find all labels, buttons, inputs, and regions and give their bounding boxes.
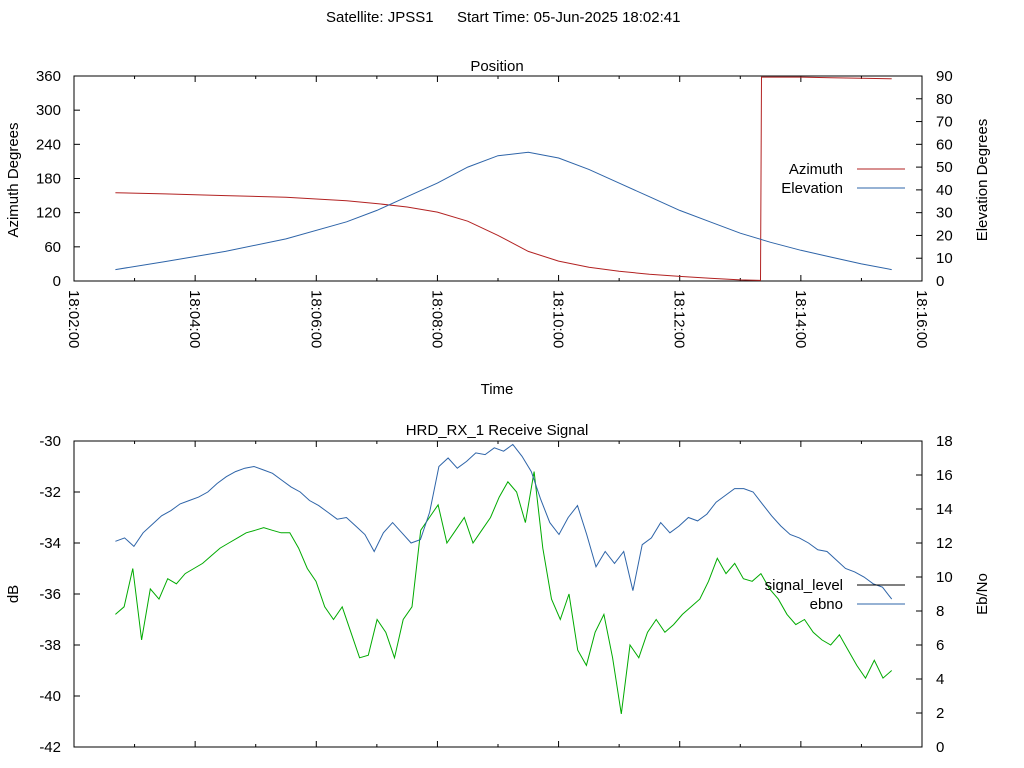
position-y2-tick-label: 30 bbox=[936, 205, 953, 222]
position-y2-tick-label: 10 bbox=[936, 250, 953, 267]
signal-y2-axis: 0 2 4 6 8 10 12 14 16 18 bbox=[916, 433, 953, 756]
signal-title: HRD_RX_1 Receive Signal bbox=[406, 422, 589, 439]
satellite-label: Satellite: JPSS1 bbox=[326, 9, 434, 26]
position-y2-tick-label: 80 bbox=[936, 91, 953, 108]
position-x-tick-label: 18:04:00 bbox=[186, 290, 203, 348]
position-xlabel: Time bbox=[481, 381, 514, 398]
position-x-tick-label: 18:08:00 bbox=[428, 290, 445, 348]
legend-signal-level-label: signal_level bbox=[765, 577, 843, 594]
position-ylabel: Azimuth Degrees bbox=[5, 122, 22, 237]
start-time-label: Start Time: 05-Jun-2025 18:02:41 bbox=[457, 9, 680, 26]
position-y-tick-label: 180 bbox=[36, 171, 61, 188]
position-frame bbox=[73, 75, 923, 282]
signal-y2-tick-label: 16 bbox=[936, 467, 953, 484]
position-y2-axis: 0 10 20 30 40 50 60 70 80 90 bbox=[916, 68, 953, 290]
signal-x-axis bbox=[73, 441, 923, 747]
signal-frame bbox=[73, 440, 923, 748]
signal-y-tick-label: -40 bbox=[39, 688, 61, 705]
position-x-tick-label: 18:10:00 bbox=[550, 290, 567, 348]
signal-y2-tick-label: 0 bbox=[936, 739, 944, 756]
position-y-tick-label: 120 bbox=[36, 205, 61, 222]
legend-elevation-label: Elevation bbox=[781, 180, 843, 197]
position-y-tick-label: 360 bbox=[36, 68, 61, 85]
position-x-tick-label: 18:14:00 bbox=[792, 290, 809, 348]
signal-legend: signal_level ebno bbox=[765, 577, 905, 613]
signal-y-tick-label: -32 bbox=[39, 484, 61, 501]
legend-azimuth-label: Azimuth bbox=[789, 161, 843, 178]
position-y2-tick-label: 0 bbox=[936, 273, 944, 290]
signal-y-tick-label: -30 bbox=[39, 433, 61, 450]
signal-y2-tick-label: 18 bbox=[936, 433, 953, 450]
signal-y2-tick-label: 8 bbox=[936, 603, 944, 620]
position-chart: Position 0 60 120 180 240 300 360 0 10 20 30 40 50 6… bbox=[5, 58, 991, 398]
position-y2label: Elevation Degrees bbox=[974, 119, 991, 242]
signal-y2-tick-label: 6 bbox=[936, 637, 944, 654]
position-x-tick-label: 18:16:00 bbox=[913, 290, 930, 348]
signal-y2-tick-label: 14 bbox=[936, 501, 953, 518]
signal-y2-tick-label: 12 bbox=[936, 535, 953, 552]
signal-y2-tick-label: 4 bbox=[936, 671, 944, 688]
signal-series bbox=[115, 443, 893, 714]
signal-y-tick-label: -34 bbox=[39, 535, 61, 552]
ebno-line bbox=[115, 443, 893, 600]
position-x-axis: 18:02:00 18:04:00 18:06:00 18:08:00 18:10:00… bbox=[65, 76, 930, 348]
signal-y-tick-label: -38 bbox=[39, 637, 61, 654]
position-y2-tick-label: 90 bbox=[936, 68, 953, 85]
position-series bbox=[115, 76, 892, 281]
position-title: Position bbox=[470, 58, 523, 75]
signal-y2label: Eb/No bbox=[974, 573, 991, 615]
position-x-tick-label: 18:02:00 bbox=[65, 290, 82, 348]
signal-level-line bbox=[115, 471, 893, 714]
signal-chart: HRD_RX_1 Receive Signal -30-32-34-36-38-… bbox=[5, 422, 991, 756]
legend-ebno-label: ebno bbox=[810, 596, 843, 613]
signal-y2-tick-label: 2 bbox=[936, 705, 944, 722]
position-y-axis: 0 60 120 180 240 300 360 bbox=[36, 68, 80, 290]
elevation-line bbox=[115, 151, 892, 271]
position-y2-tick-label: 20 bbox=[936, 227, 953, 244]
position-y-tick-label: 60 bbox=[44, 239, 61, 256]
position-y-tick-label: 300 bbox=[36, 102, 61, 119]
signal-y2-tick-label: 10 bbox=[936, 569, 953, 586]
position-y-tick-label: 240 bbox=[36, 136, 61, 153]
signal-ylabel: dB bbox=[5, 585, 22, 603]
signal-y-tick-label: -42 bbox=[39, 739, 61, 756]
position-legend: Azimuth Elevation bbox=[781, 161, 905, 197]
position-y-tick-label: 0 bbox=[53, 273, 61, 290]
position-y2-tick-label: 50 bbox=[936, 159, 953, 176]
position-y2-tick-label: 40 bbox=[936, 182, 953, 199]
position-x-tick-label: 18:12:00 bbox=[671, 290, 688, 348]
signal-y-tick-label: -36 bbox=[39, 586, 61, 603]
position-x-tick-label: 18:06:00 bbox=[307, 290, 324, 348]
signal-y-axis: -30 -32 -34 -36 -38 -40 -42 bbox=[39, 433, 80, 756]
position-y2-tick-label: 70 bbox=[936, 114, 953, 131]
position-y2-tick-label: 60 bbox=[936, 136, 953, 153]
azimuth-line bbox=[115, 76, 892, 281]
